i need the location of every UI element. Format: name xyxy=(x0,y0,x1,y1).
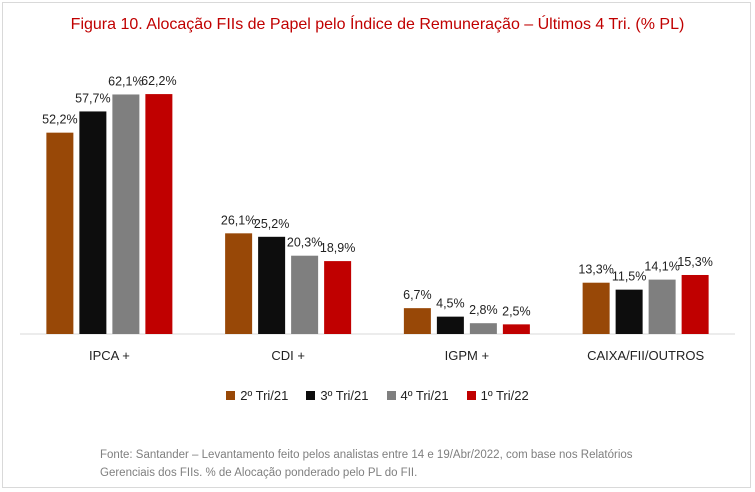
bar xyxy=(112,94,140,334)
data-label: 11,5% xyxy=(612,270,647,284)
data-label: 26,1% xyxy=(221,213,256,227)
data-label: 62,2% xyxy=(141,74,176,88)
bar-chart: 52,2% 57,7% 62,1%62,2% IPCA + 26,1%25,2% 20,3… xyxy=(20,74,735,363)
legend: 2º Tri/21 3º Tri/21 4º Tri/21 1º Tri/22 xyxy=(0,388,755,403)
legend-item-3tri21: 3º Tri/21 xyxy=(306,388,369,403)
legend-swatch-3tri21 xyxy=(306,391,316,400)
legend-item-1tri22: 1º Tri/22 xyxy=(466,388,529,403)
source-line-2: Gerenciais dos FIIs. % de Alocação ponde… xyxy=(100,467,418,479)
data-label: 18,9% xyxy=(320,241,355,255)
bar xyxy=(225,233,253,334)
data-label: 15,3% xyxy=(677,255,712,269)
data-label: 13,3% xyxy=(578,263,613,277)
category-label: IPCA + xyxy=(89,348,130,363)
category-label: IGPM + xyxy=(445,348,489,363)
legend-swatch-2tri21 xyxy=(226,391,236,400)
bar xyxy=(615,289,643,334)
bar xyxy=(403,308,431,334)
bar xyxy=(145,94,173,334)
legend-label: 4º Tri/21 xyxy=(400,388,449,403)
legend-swatch-1tri22 xyxy=(466,391,476,400)
data-label: 57,7% xyxy=(75,91,110,105)
data-label: 2,5% xyxy=(502,304,531,318)
category-label: CDI + xyxy=(271,348,305,363)
data-label: 62,1% xyxy=(108,74,143,88)
chart-frame xyxy=(2,2,751,488)
bar xyxy=(469,323,497,334)
bar xyxy=(324,261,352,334)
legend-label: 1º Tri/22 xyxy=(480,388,529,403)
data-label: 20,3% xyxy=(287,236,322,250)
bar xyxy=(79,111,107,334)
data-label: 52,2% xyxy=(42,113,77,127)
source-note: Fonte: Santander – Levantamento feito pe… xyxy=(100,446,700,482)
data-label: 14,1% xyxy=(644,260,679,274)
legend-item-4tri21: 4º Tri/21 xyxy=(386,388,449,403)
data-label: 4,5% xyxy=(436,297,465,311)
chart-title: Figura 10. Alocação FIIs de Papel pelo Í… xyxy=(70,16,685,33)
bar xyxy=(681,274,709,334)
bar xyxy=(648,279,676,334)
bar xyxy=(582,282,610,334)
bar xyxy=(258,236,286,334)
legend-label: 2º Tri/21 xyxy=(240,388,289,403)
data-label: 25,2% xyxy=(254,217,289,231)
legend-swatch-4tri21 xyxy=(386,391,396,400)
source-line-1: Fonte: Santander – Levantamento feito pe… xyxy=(100,449,633,461)
bar xyxy=(502,324,530,334)
legend-label: 3º Tri/21 xyxy=(320,388,369,403)
data-label: 2,8% xyxy=(469,303,498,317)
category-label: CAIXA/FII/OUTROS xyxy=(587,348,704,363)
bar xyxy=(46,132,74,334)
bar xyxy=(291,255,319,334)
data-label: 6,7% xyxy=(403,288,432,302)
legend-item-2tri21: 2º Tri/21 xyxy=(226,388,288,403)
bar xyxy=(436,316,464,334)
